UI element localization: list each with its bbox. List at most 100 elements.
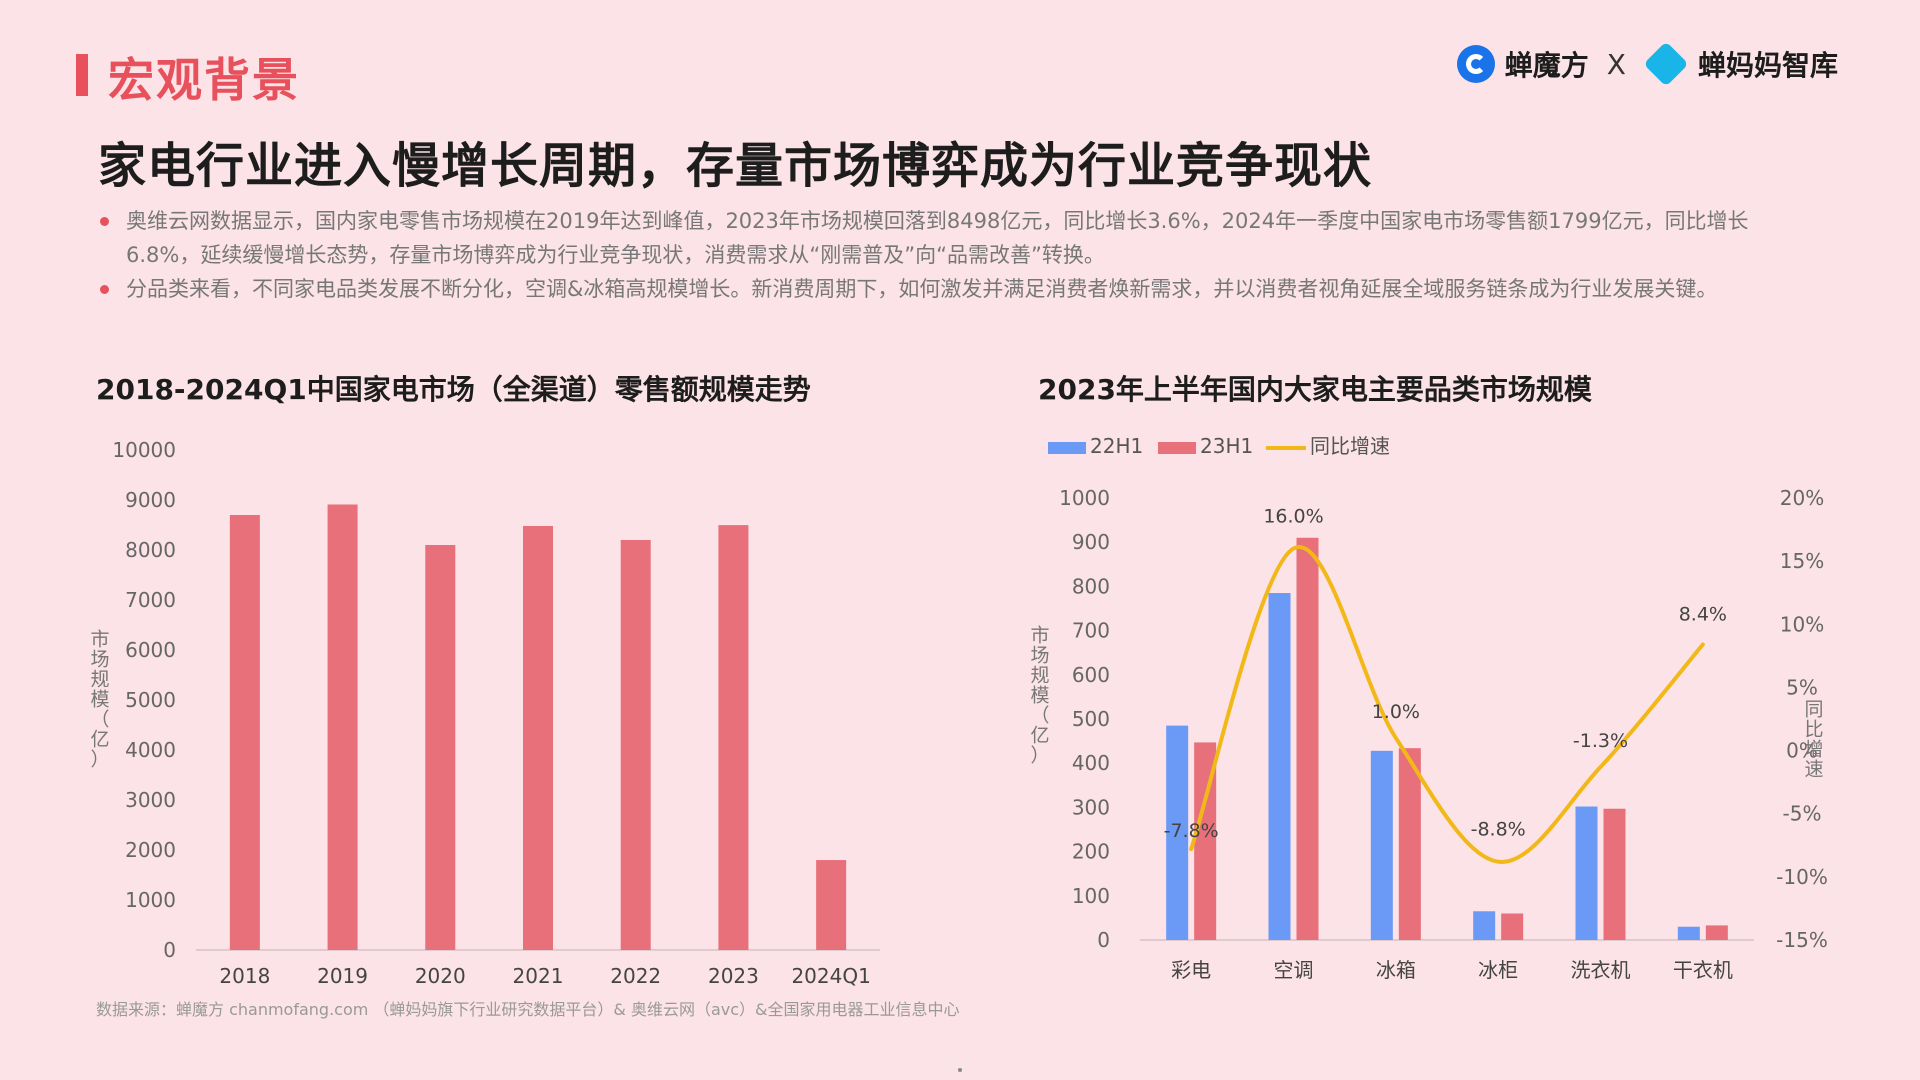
x-tick-label: 2019 [317,964,368,988]
bar-23h1-空调 [1296,537,1319,940]
growth-data-label: -7.8% [1164,820,1219,842]
legend-swatch-23h1 [1158,442,1196,454]
category-market-combo-chart: 22H1 23H1 同比增速 0 100 200 300 400 500 600 700 800 900… [1030,434,1828,982]
section-accent-bar [76,54,88,96]
y-tick-label: 10000 [112,438,176,462]
bar-22h1-冰箱 [1370,750,1393,940]
growth-rate-line [1189,545,1705,864]
growth-data-label: 1.0% [1372,701,1420,723]
svg-text:规: 规 [1030,665,1049,687]
y2-tick-label: -5% [1783,802,1822,826]
y-tick-label: 1000 [125,888,176,912]
logo-separator: X [1606,47,1626,81]
y2-tick-label: 20% [1780,486,1824,510]
x-tick-label: 2018 [219,964,270,988]
bullet-item: 奥维云网数据显示，国内家电零售市场规模在2019年达到峰值，2023年市场规模回… [98,204,1818,272]
svg-text:规: 规 [90,669,109,691]
chanmama-logo-icon [1643,41,1689,87]
bar-23h1-洗衣机 [1603,808,1626,940]
svg-text:速: 速 [1804,759,1823,781]
y-axis-title: 市场规模（亿） [90,629,109,771]
svg-text:亿: 亿 [1030,725,1049,747]
y-tick-label: 4000 [125,738,176,762]
y-tick-label: 300 [1072,795,1110,819]
section-title: 宏观背景 [108,53,300,107]
y-tick-label: 7000 [125,588,176,612]
growth-data-label: 8.4% [1679,603,1727,625]
svg-text:同: 同 [1804,699,1823,721]
bar-23h1-冰箱 [1398,748,1421,940]
growth-data-label: -8.8% [1471,819,1526,841]
y-tick-label: 9000 [125,488,176,512]
y-tick-label: 500 [1072,707,1110,731]
y-tick-label: 2000 [125,838,176,862]
bar-22h1-彩电 [1166,725,1189,940]
svg-text:）: ） [1030,745,1049,767]
y2-tick-label: 15% [1780,549,1824,573]
y-tick-label: 8000 [125,538,176,562]
bar-2024Q1 [816,860,847,950]
bar-2022 [620,540,651,950]
data-source-note: 数据来源：蝉魔方 chanmofang.com （蝉妈妈旗下行业研究数据平台）&… [96,1000,960,1019]
y-tick-label: 6000 [125,638,176,662]
retail-scale-bar-chart: 0 1000 2000 3000 4000 5000 6000 7000 8000 9000 100… [90,438,880,988]
bar-2020 [425,545,456,950]
y-tick-label: 800 [1072,574,1110,598]
bar-2018 [229,515,260,950]
y-tick-label: 400 [1072,751,1110,775]
x-tick-label: 空调 [1274,958,1314,982]
y2-tick-label: 5% [1786,675,1818,699]
legend-label-growth: 同比增速 [1310,434,1390,458]
svg-text:模: 模 [90,689,109,711]
bar-2023 [718,525,749,950]
page-indicator-dot [958,1068,962,1072]
growth-data-label: 16.0% [1263,506,1323,528]
bar-23h1-冰柜 [1501,913,1524,940]
x-tick-label: 彩电 [1171,958,1211,982]
legend-label-23h1: 23H1 [1200,434,1253,458]
svg-text:场: 场 [1030,645,1049,667]
legend-swatch-22h1 [1048,442,1086,454]
page-headline: 家电行业进入慢增长周期，存量市场博弈成为行业竞争现状 [98,138,1373,194]
brand-logos: 蝉魔方 X 蝉妈妈智库 [1456,41,1838,87]
summary-bullets: 奥维云网数据显示，国内家电零售市场规模在2019年达到峰值，2023年市场规模回… [98,204,1818,306]
svg-text:场: 场 [90,649,109,671]
x-tick-label: 2023 [708,964,759,988]
y-tick-label: 0 [1097,928,1110,952]
bar-2019 [327,504,358,950]
chanmofang-logo-text: 蝉魔方 [1504,49,1589,82]
svg-text:比: 比 [1804,719,1823,741]
growth-data-label: -1.3% [1573,730,1628,752]
x-tick-label: 2022 [610,964,661,988]
bar-22h1-干衣机 [1677,926,1700,940]
chart2-title: 2023年上半年国内大家电主要品类市场规模 [1038,373,1592,406]
y2-tick-label: 10% [1780,612,1824,636]
legend-label-22h1: 22H1 [1090,434,1143,458]
x-tick-label: 干衣机 [1673,958,1733,982]
y-tick-label: 3000 [125,788,176,812]
x-tick-label: 2021 [513,964,564,988]
svg-text:模: 模 [1030,685,1049,707]
y2-axis-title: 同比增速 [1804,699,1823,781]
svg-text:亿: 亿 [90,729,109,751]
y2-tick-label: 0% [1786,739,1818,763]
svg-text:市: 市 [1030,625,1049,647]
svg-text:增: 增 [1804,739,1823,761]
svg-text:（: （ [1030,705,1049,727]
svg-text:市: 市 [90,629,109,651]
y-tick-label: 600 [1072,663,1110,687]
x-tick-label: 冰柜 [1478,958,1518,982]
bar-22h1-洗衣机 [1575,806,1598,940]
y2-tick-label: -10% [1776,865,1828,889]
bar-2021 [523,526,553,950]
x-tick-label: 冰箱 [1376,958,1416,982]
y-axis-title: 市场规模（亿） [1030,625,1049,767]
bullet-item: 分品类来看，不同家电品类发展不断分化，空调&冰箱高规模增长。新消费周期下，如何激… [98,272,1818,306]
chart1-title: 2018-2024Q1中国家电市场（全渠道）零售额规模走势 [96,373,811,406]
x-tick-label: 2020 [415,964,466,988]
y-tick-label: 700 [1072,619,1110,643]
bar-22h1-冰柜 [1473,911,1496,940]
y-tick-label: 200 [1072,840,1110,864]
bar-23h1-干衣机 [1705,925,1728,940]
svg-text:）: ） [90,749,109,771]
